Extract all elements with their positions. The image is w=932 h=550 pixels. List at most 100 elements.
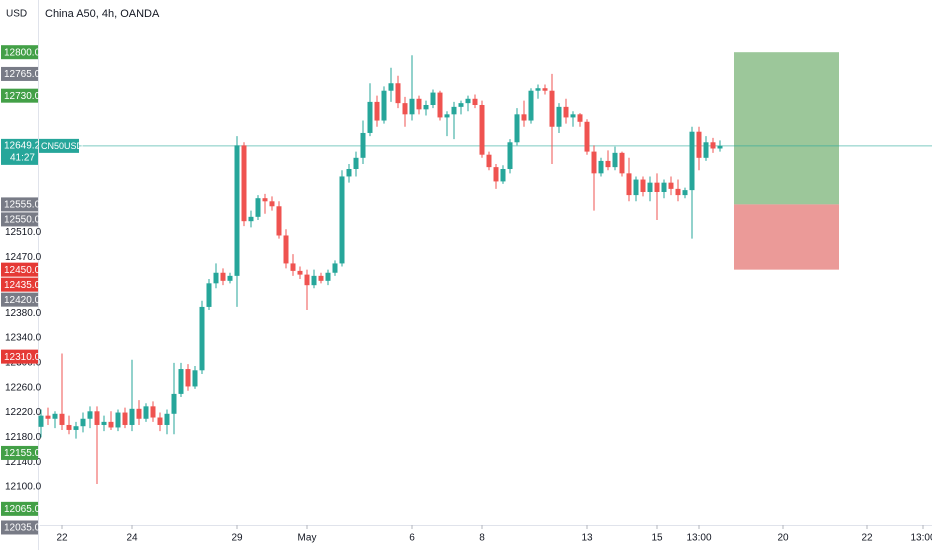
candle-body <box>150 406 156 418</box>
symbol-tag <box>39 138 79 153</box>
price-label: 12730.0 <box>4 91 41 102</box>
candle-body <box>374 101 380 121</box>
profit-zone <box>734 52 839 205</box>
candle-body <box>157 417 163 425</box>
candle-body <box>360 132 366 158</box>
candle-body <box>535 88 541 91</box>
candle-body <box>598 160 604 174</box>
candle-body <box>640 179 646 192</box>
candle-body <box>577 114 583 122</box>
candle-body <box>325 272 331 281</box>
x-tick-label: 24 <box>126 533 138 544</box>
price-label-box <box>1 520 38 535</box>
price-label-box <box>1 292 38 307</box>
candle-body <box>206 283 212 307</box>
candle-body <box>276 206 282 236</box>
candle-body <box>591 151 597 174</box>
x-tick-label: 20 <box>777 533 789 544</box>
candle-body <box>248 216 254 222</box>
candle-body <box>682 190 688 196</box>
candle-body <box>367 101 373 133</box>
candle-body <box>136 408 142 419</box>
candle-body <box>269 201 275 207</box>
candle-body <box>563 106 569 118</box>
price-label-box <box>1 88 38 103</box>
y-tick-label: 12140.0 <box>5 457 42 468</box>
candle-body <box>486 154 492 168</box>
candle-body <box>451 106 457 115</box>
price-label: 12555.0 <box>4 200 41 211</box>
candle-body <box>542 88 548 91</box>
candle-body <box>122 412 128 425</box>
candle-body <box>654 182 660 192</box>
price-label-box <box>1 212 38 227</box>
last-price-box <box>1 138 38 165</box>
y-tick-label: 12380.0 <box>5 308 42 319</box>
candle-body <box>696 131 702 158</box>
x-tick-label: 13:00 <box>686 533 711 544</box>
candle-body <box>528 90 534 121</box>
y-tick-label: 12260.0 <box>5 382 42 393</box>
candle-body <box>318 275 324 281</box>
candle-body <box>612 152 618 168</box>
candle-body <box>262 198 268 202</box>
candle-body <box>143 406 149 419</box>
y-tick-label: 12510.0 <box>5 227 42 238</box>
candle-body <box>500 168 506 182</box>
candle-body <box>73 426 79 430</box>
candle-body <box>304 274 310 286</box>
price-label: 12435.0 <box>4 280 41 291</box>
candle-body <box>605 160 611 168</box>
price-label: 12765.0 <box>4 69 41 80</box>
candle-body <box>192 370 198 387</box>
price-label: 12155.0 <box>4 448 41 459</box>
loss-zone <box>734 204 839 270</box>
y-tick-label: 12220.0 <box>5 407 42 418</box>
candle-body <box>409 98 415 115</box>
y-tick-label: 12180.0 <box>5 432 42 443</box>
candle-body <box>493 167 499 182</box>
price-label-box <box>1 501 38 516</box>
candle-body <box>220 272 226 281</box>
candle-body <box>479 105 485 155</box>
candle-body <box>619 152 625 174</box>
price-label: 12550.0 <box>4 215 41 226</box>
candle-body <box>584 121 590 152</box>
candle-body <box>59 413 65 425</box>
candle-body <box>234 145 240 276</box>
candle-body <box>437 92 443 118</box>
x-tick-label: 8 <box>479 533 485 544</box>
x-tick-label: 15 <box>651 533 663 544</box>
candle-body <box>66 424 72 430</box>
chart-title: China A50, 4h, OANDA <box>45 8 160 20</box>
currency: USD <box>6 9 27 20</box>
candle-body <box>381 90 387 121</box>
price-label: 12450.0 <box>4 265 41 276</box>
candle-body <box>199 306 205 371</box>
price-label-box <box>1 66 38 81</box>
y-tick-label: 12470.0 <box>5 252 42 263</box>
candle-body <box>241 145 247 222</box>
candle-body <box>668 182 674 189</box>
price-label: 12420.0 <box>4 295 41 306</box>
candle-body <box>332 263 338 273</box>
candle-body <box>94 411 100 425</box>
candle-body <box>38 415 44 427</box>
price-label: 12800.0 <box>4 47 41 58</box>
candle-body <box>290 263 296 271</box>
candle-body <box>255 198 261 217</box>
candle-body <box>570 114 576 118</box>
price-label: 12065.0 <box>4 504 41 515</box>
candle-body <box>311 275 317 286</box>
y-tick-label: 12100.0 <box>5 482 42 493</box>
x-tick-label: 13:00 <box>910 533 932 544</box>
candle-body <box>465 98 471 104</box>
candle-body <box>395 83 401 104</box>
candle-body <box>717 145 723 149</box>
price-label-box <box>1 262 38 277</box>
price-label: 12310.0 <box>4 352 41 363</box>
x-tick-label: May <box>298 533 317 544</box>
candle-body <box>661 182 667 192</box>
